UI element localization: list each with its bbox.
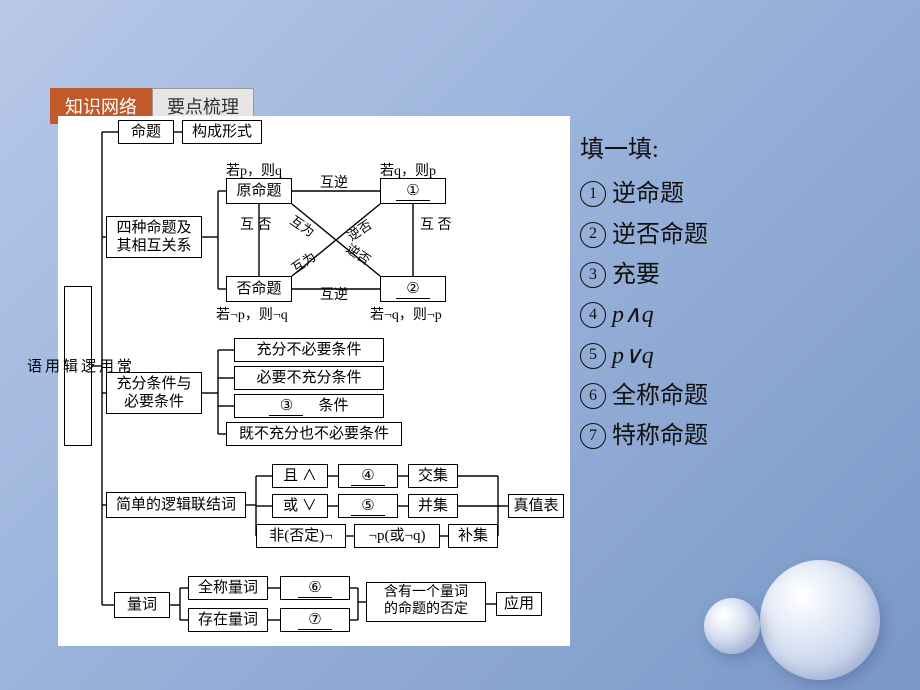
ans-1: 1逆命题 xyxy=(580,174,708,214)
sec4-r1m: ⑤ xyxy=(338,494,398,518)
sec4-title: 简单的逻辑联结词 xyxy=(106,492,246,518)
sec4-end: 真值表 xyxy=(508,494,564,518)
edge-right: 互 否 xyxy=(420,218,452,233)
sec2-neg: 否命题 xyxy=(226,276,292,302)
blank-3: ③ xyxy=(269,397,303,416)
sec5-title: 量词 xyxy=(114,592,170,618)
sec5-r0l: 全称量词 xyxy=(188,576,268,600)
ans-3: 3充要 xyxy=(580,255,708,295)
sec5-r1m: ⑦ xyxy=(280,608,350,632)
answers-heading: 填一填: xyxy=(580,130,708,170)
blank-6: ⑥ xyxy=(298,579,332,598)
answers-panel: 填一填: 1逆命题 2逆否命题 3充要 4p∧q 5p∨q 6全称命题 7特称命… xyxy=(580,130,708,457)
sec5-mid: 含有一个量词 的命题的否定 xyxy=(366,582,486,622)
sec2-title: 四种命题及 其相互关系 xyxy=(106,216,202,258)
sec3-i1: 必要不充分条件 xyxy=(234,366,384,390)
sec2-orig: 原命题 xyxy=(226,178,292,204)
blank-7: ⑦ xyxy=(298,611,332,630)
sec2-conv-top: 若q，则p xyxy=(380,160,436,180)
edge-bot: 互逆 xyxy=(320,284,348,304)
sec4-r2l: 非(否定)¬ xyxy=(256,524,346,548)
blank-5: ⑤ xyxy=(351,497,385,516)
edge-diag1b: 逆否 xyxy=(343,238,375,268)
sec4-r2r: 补集 xyxy=(448,524,498,548)
sec4-r0l: 且 ∧ xyxy=(272,464,328,488)
sec4-r1r: 并集 xyxy=(408,494,458,518)
sec2-neg-bot: 若¬p，则¬q xyxy=(216,304,288,324)
sec5-end: 应用 xyxy=(496,592,542,616)
sec3-i0: 充分不必要条件 xyxy=(234,338,384,362)
blank-4: ④ xyxy=(351,467,385,486)
sec3-title: 充分条件与 必要条件 xyxy=(106,372,202,414)
ans-6: 6全称命题 xyxy=(580,376,708,416)
deco-sphere-large xyxy=(760,560,880,680)
sec2-orig-top: 若p，则q xyxy=(226,160,282,180)
sec5-r0m: ⑥ xyxy=(280,576,350,600)
edge-diag1: 互为 xyxy=(287,210,319,240)
edge-top: 互逆 xyxy=(320,172,348,192)
root-box: 常 用 逻 辑 用 语 xyxy=(64,286,92,446)
sec5-r1l: 存在量词 xyxy=(188,608,268,632)
deco-sphere-small xyxy=(704,598,760,654)
blank-2: ② xyxy=(396,280,430,299)
sec4-r0r: 交集 xyxy=(408,464,458,488)
sec4-r2m: ¬p(或¬q) xyxy=(354,524,440,548)
ans-5: 5p∨q xyxy=(580,336,708,376)
r1-proposition: 命题 xyxy=(118,120,174,144)
r1-form: 构成形式 xyxy=(182,120,262,144)
sec3-i3: 既不充分也不必要条件 xyxy=(226,422,402,446)
sec2-contra: ② xyxy=(380,276,446,302)
sec2-conv: ① xyxy=(380,178,446,204)
sec4-r0m: ④ xyxy=(338,464,398,488)
ans-2: 2逆否命题 xyxy=(580,215,708,255)
edge-diag2b: 逆否 xyxy=(343,214,375,244)
ans-7: 7特称命题 xyxy=(580,416,708,456)
edge-diag2: 互为 xyxy=(287,246,319,276)
blank-1: ① xyxy=(396,182,430,201)
edge-left: 互 否 xyxy=(240,218,272,233)
diagram-panel: 常 用 逻 辑 用 语 命题 构成形式 四种命题及 其相互关系 原命题 若p，则… xyxy=(58,116,570,646)
sec2-contra-bot: 若¬q，则¬p xyxy=(370,304,442,324)
sec4-r1l: 或 ∨ xyxy=(272,494,328,518)
sec3-i2: ③ 条件 xyxy=(234,394,384,418)
ans-4: 4p∧q xyxy=(580,295,708,335)
